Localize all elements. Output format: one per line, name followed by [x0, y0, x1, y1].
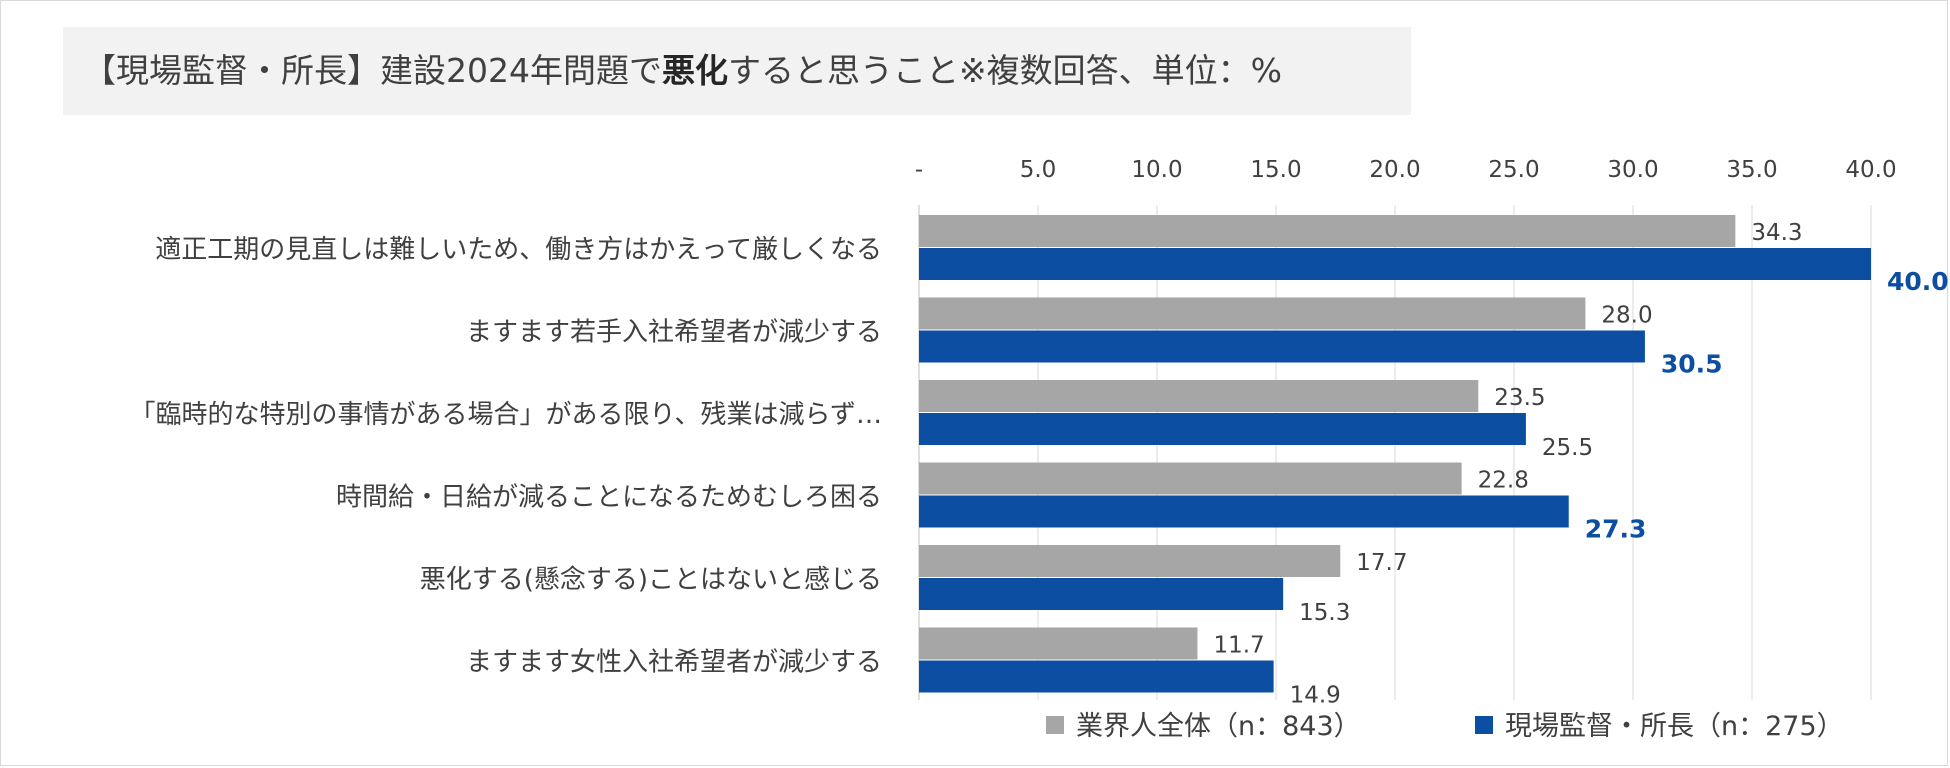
data-label: 15.3 [1299, 600, 1350, 626]
category-label: 適正工期の見直しは難しいため、働き方はかえって厳しくなる [155, 235, 882, 265]
category-label: 悪化する(懸念する)ことはないと感じる [420, 565, 882, 595]
bar-site-supervisor [919, 413, 1526, 445]
data-label: 17.7 [1356, 550, 1407, 576]
data-label: 30.5 [1661, 350, 1723, 379]
legend-swatch [1475, 716, 1493, 734]
category-label: ますます若手入社希望者が減少する [466, 318, 882, 348]
x-tick-label: - [915, 157, 923, 183]
legend-swatch [1046, 716, 1064, 734]
title-box: 【現場監督・所長】建設2024年問題で悪化すると思うこと※複数回答、単位：% [63, 27, 1411, 115]
data-label: 14.9 [1290, 683, 1341, 709]
x-tick-label: 10.0 [1131, 157, 1182, 183]
data-label: 34.3 [1751, 220, 1802, 246]
data-label: 22.8 [1478, 468, 1529, 494]
category-label: ますます女性入社希望者が減少する [466, 648, 882, 678]
bar-industry-total [919, 380, 1479, 412]
bar-site-supervisor [919, 578, 1284, 610]
x-tick-label: 30.0 [1607, 157, 1658, 183]
data-label: 40.0 [1887, 267, 1949, 296]
category-label: 「臨時的な特別の事情がある場合」がある限り、残業は減らず… [130, 400, 882, 430]
data-label: 28.0 [1601, 303, 1652, 329]
x-tick-label: 5.0 [1020, 157, 1057, 183]
data-label: 11.7 [1213, 633, 1264, 659]
bar-industry-total [919, 545, 1341, 577]
bar-industry-total [919, 627, 1198, 660]
legend-label: 業界人全体（n：843） [1076, 711, 1361, 742]
bar-site-supervisor [919, 495, 1569, 528]
x-tick-label: 25.0 [1488, 157, 1539, 183]
title-after: すると思うこと※複数回答、単位：% [727, 51, 1282, 90]
title-before: 【現場監督・所長】建設2024年問題で [83, 51, 662, 90]
data-label: 27.3 [1585, 515, 1647, 544]
bar-industry-total [919, 215, 1736, 247]
data-label: 23.5 [1494, 385, 1545, 411]
bar-industry-total [919, 297, 1586, 330]
title-emphasis: 悪化 [661, 51, 728, 90]
legend-label: 現場監督・所長（n：275） [1505, 711, 1844, 742]
x-tick-label: 35.0 [1726, 157, 1777, 183]
chart-title: 【現場監督・所長】建設2024年問題で悪化すると思うこと※複数回答、単位：% [83, 27, 1282, 115]
data-label: 25.5 [1542, 435, 1593, 461]
bar-site-supervisor [919, 660, 1274, 693]
bar-site-supervisor [919, 248, 1871, 280]
bar-industry-total [919, 462, 1462, 495]
category-label: 時間給・日給が減ることになるためむしろ困る [336, 483, 882, 513]
x-tick-label: 40.0 [1845, 157, 1896, 183]
x-tick-label: 20.0 [1369, 157, 1420, 183]
x-tick-label: 15.0 [1250, 157, 1301, 183]
bar-site-supervisor [919, 330, 1645, 363]
